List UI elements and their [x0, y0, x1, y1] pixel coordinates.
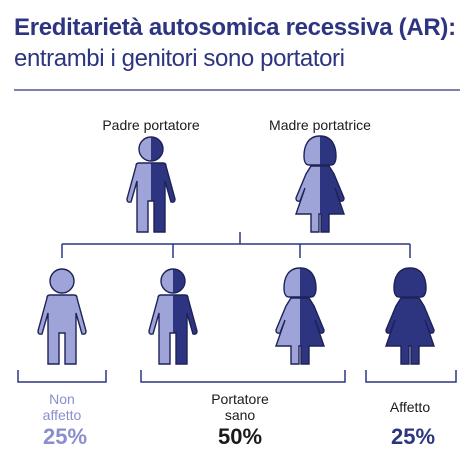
bracket-carrier	[140, 370, 346, 383]
unaffected-percent: 25%	[42, 424, 88, 449]
bracket-affected	[365, 370, 457, 383]
pedigree-lines	[61, 232, 411, 258]
child-carrier-female-icon	[275, 267, 325, 365]
carrier-percent: 50%	[217, 424, 263, 449]
child-unaffected-male-icon	[37, 268, 87, 365]
child-affected-female-icon	[385, 267, 435, 365]
child-carrier-male-icon	[148, 268, 198, 365]
mother-label: Madre portatrice	[269, 117, 371, 133]
affected-label: Affetto	[389, 399, 431, 415]
unaffected-label-line2: affetto	[42, 407, 82, 423]
page-title: Ereditarietà autosomica recessiva (AR):	[14, 14, 456, 41]
unaffected-label-line1: Non	[49, 391, 75, 407]
carrier-label-line2: sano	[224, 407, 256, 423]
result-brackets	[17, 370, 457, 383]
affected-percent: 25%	[390, 424, 436, 449]
carrier-label-line1: Portatore	[211, 391, 269, 407]
mother-carrier-icon	[295, 135, 345, 233]
father-carrier-icon	[126, 136, 176, 233]
father-label: Padre portatore	[102, 117, 200, 133]
bracket-unaffected	[17, 370, 107, 383]
page-subtitle: entrambi i genitori sono portatori	[14, 45, 345, 72]
